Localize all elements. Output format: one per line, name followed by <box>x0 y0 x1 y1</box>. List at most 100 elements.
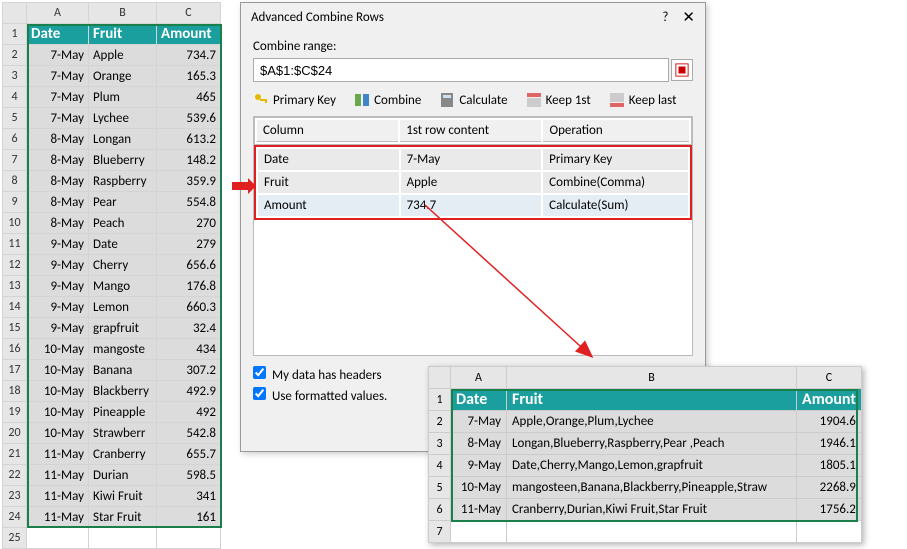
result-row-header[interactable]: 5 <box>429 477 451 499</box>
formatted-values-checkbox[interactable] <box>253 387 266 400</box>
row-header[interactable]: 16 <box>3 339 27 360</box>
row-header[interactable]: 17 <box>3 360 27 381</box>
row-header[interactable]: 2 <box>3 45 27 66</box>
cell-date[interactable]: 7-May <box>27 87 89 108</box>
cell-date[interactable]: 10-May <box>27 360 89 381</box>
config-col-name[interactable]: Amount <box>258 195 399 216</box>
dialog-titlebar[interactable]: Advanced Combine Rows ? ✕ <box>241 3 705 33</box>
col-header-c[interactable]: C <box>157 3 221 24</box>
cell-date[interactable]: 11-May <box>27 507 89 528</box>
columns-config-table[interactable]: Column 1st row content Operation <box>254 117 692 145</box>
cell-amount[interactable]: 554.8 <box>157 192 221 213</box>
cell-amount[interactable]: 492.9 <box>157 381 221 402</box>
result-header-date[interactable]: Date <box>451 389 507 411</box>
cell-amount[interactable]: 734.7 <box>157 45 221 66</box>
cell-amount[interactable]: 279 <box>157 234 221 255</box>
cell-date[interactable]: 10-May <box>27 381 89 402</box>
cell-fruit[interactable]: Blueberry <box>89 150 157 171</box>
result-cell-amount[interactable]: 1904.6 <box>797 411 862 433</box>
cell-amount[interactable]: 148.2 <box>157 150 221 171</box>
cell-fruit[interactable]: Lychee <box>89 108 157 129</box>
cell-date[interactable]: 8-May <box>27 150 89 171</box>
result-cell-amount[interactable]: 1946.1 <box>797 433 862 455</box>
has-headers-checkbox[interactable] <box>253 366 266 379</box>
cell-date[interactable]: 9-May <box>27 318 89 339</box>
config-col-name[interactable]: Fruit <box>258 172 399 193</box>
result-row-header[interactable]: 3 <box>429 433 451 455</box>
cell-fruit[interactable]: Pineapple <box>89 402 157 423</box>
cell-amount[interactable]: 165.3 <box>157 66 221 87</box>
cell-date[interactable]: 9-May <box>27 234 89 255</box>
cell-date[interactable]: 8-May <box>27 192 89 213</box>
result-cell-date[interactable]: 9-May <box>451 455 507 477</box>
row-header[interactable]: 7 <box>3 150 27 171</box>
range-picker-button[interactable] <box>671 59 693 81</box>
cell-date[interactable]: 10-May <box>27 402 89 423</box>
row-header[interactable]: 8 <box>3 171 27 192</box>
cell-date[interactable]: 8-May <box>27 213 89 234</box>
cell-date[interactable]: 7-May <box>27 66 89 87</box>
cell-date[interactable]: 11-May <box>27 444 89 465</box>
config-first-content[interactable]: Apple <box>401 172 542 193</box>
col-header-a[interactable]: A <box>27 3 89 24</box>
cell-amount[interactable]: 434 <box>157 339 221 360</box>
row-header[interactable]: 13 <box>3 276 27 297</box>
close-button[interactable]: ✕ <box>682 3 695 33</box>
result-cell-amount[interactable]: 1805.1 <box>797 455 862 477</box>
result-header-amount[interactable]: Amount <box>797 389 862 411</box>
row-header[interactable]: 23 <box>3 486 27 507</box>
config-operation[interactable]: Calculate(Sum) <box>543 195 688 216</box>
cell-fruit[interactable]: Kiwi Fruit <box>89 486 157 507</box>
cell-date[interactable]: 7-May <box>27 45 89 66</box>
cell-amount[interactable]: 341 <box>157 486 221 507</box>
result-col-c[interactable]: C <box>797 367 862 389</box>
result-cell-date[interactable]: 8-May <box>451 433 507 455</box>
col-header-b[interactable]: B <box>89 3 157 24</box>
row-header[interactable]: 9 <box>3 192 27 213</box>
select-all-corner[interactable] <box>3 3 27 24</box>
result-cell-fruit[interactable]: Cranberry,Durian,Kiwi Fruit,Star Fruit <box>507 499 797 521</box>
empty-cell[interactable] <box>89 528 157 549</box>
cell-fruit[interactable]: Date <box>89 234 157 255</box>
config-first-content[interactable]: 734.7 <box>401 195 542 216</box>
cell-amount[interactable]: 176.8 <box>157 276 221 297</box>
cell-amount[interactable]: 32.4 <box>157 318 221 339</box>
config-operation[interactable]: Primary Key <box>543 149 688 170</box>
empty-cell[interactable] <box>157 528 221 549</box>
cell-fruit[interactable]: Raspberry <box>89 171 157 192</box>
result-col-b[interactable]: B <box>507 367 797 389</box>
cell-fruit[interactable]: Plum <box>89 87 157 108</box>
result-cell-date[interactable]: 7-May <box>451 411 507 433</box>
cell-fruit[interactable]: Mango <box>89 276 157 297</box>
cell-amount[interactable]: 465 <box>157 87 221 108</box>
cell-fruit[interactable]: Cranberry <box>89 444 157 465</box>
cell-amount[interactable]: 656.6 <box>157 255 221 276</box>
result-cell-fruit[interactable]: Date,Cherry,Mango,Lemon,grapfruit <box>507 455 797 477</box>
cell-date[interactable]: 9-May <box>27 255 89 276</box>
row-header[interactable]: 4 <box>3 87 27 108</box>
keep-1st-button[interactable]: Keep 1st <box>526 92 591 108</box>
row-header[interactable]: 3 <box>3 66 27 87</box>
result-cell-date[interactable]: 11-May <box>451 499 507 521</box>
cell-fruit[interactable]: Apple <box>89 45 157 66</box>
row-header[interactable]: 15 <box>3 318 27 339</box>
result-row-header[interactable]: 1 <box>429 389 451 411</box>
cell-date[interactable]: 7-May <box>27 108 89 129</box>
cell-amount[interactable]: 539.6 <box>157 108 221 129</box>
row-header[interactable]: 21 <box>3 444 27 465</box>
row-header[interactable]: 14 <box>3 297 27 318</box>
cell-amount[interactable]: 270 <box>157 213 221 234</box>
cell-date[interactable]: 9-May <box>27 276 89 297</box>
result-cell-fruit[interactable]: Longan,Blueberry,Raspberry,Pear ,Peach <box>507 433 797 455</box>
result-row-header[interactable]: 4 <box>429 455 451 477</box>
cell-amount[interactable]: 542.8 <box>157 423 221 444</box>
row-header[interactable]: 19 <box>3 402 27 423</box>
cell-amount[interactable]: 598.5 <box>157 465 221 486</box>
cell-date[interactable]: 10-May <box>27 339 89 360</box>
result-spreadsheet[interactable]: A B C 1 Date Fruit Amount 2 7-May Apple,… <box>428 366 862 543</box>
cell-fruit[interactable]: Blackberry <box>89 381 157 402</box>
row-header[interactable]: 20 <box>3 423 27 444</box>
keep-last-button[interactable]: Keep last <box>609 92 677 108</box>
row-header[interactable]: 11 <box>3 234 27 255</box>
cell-date[interactable]: 10-May <box>27 423 89 444</box>
